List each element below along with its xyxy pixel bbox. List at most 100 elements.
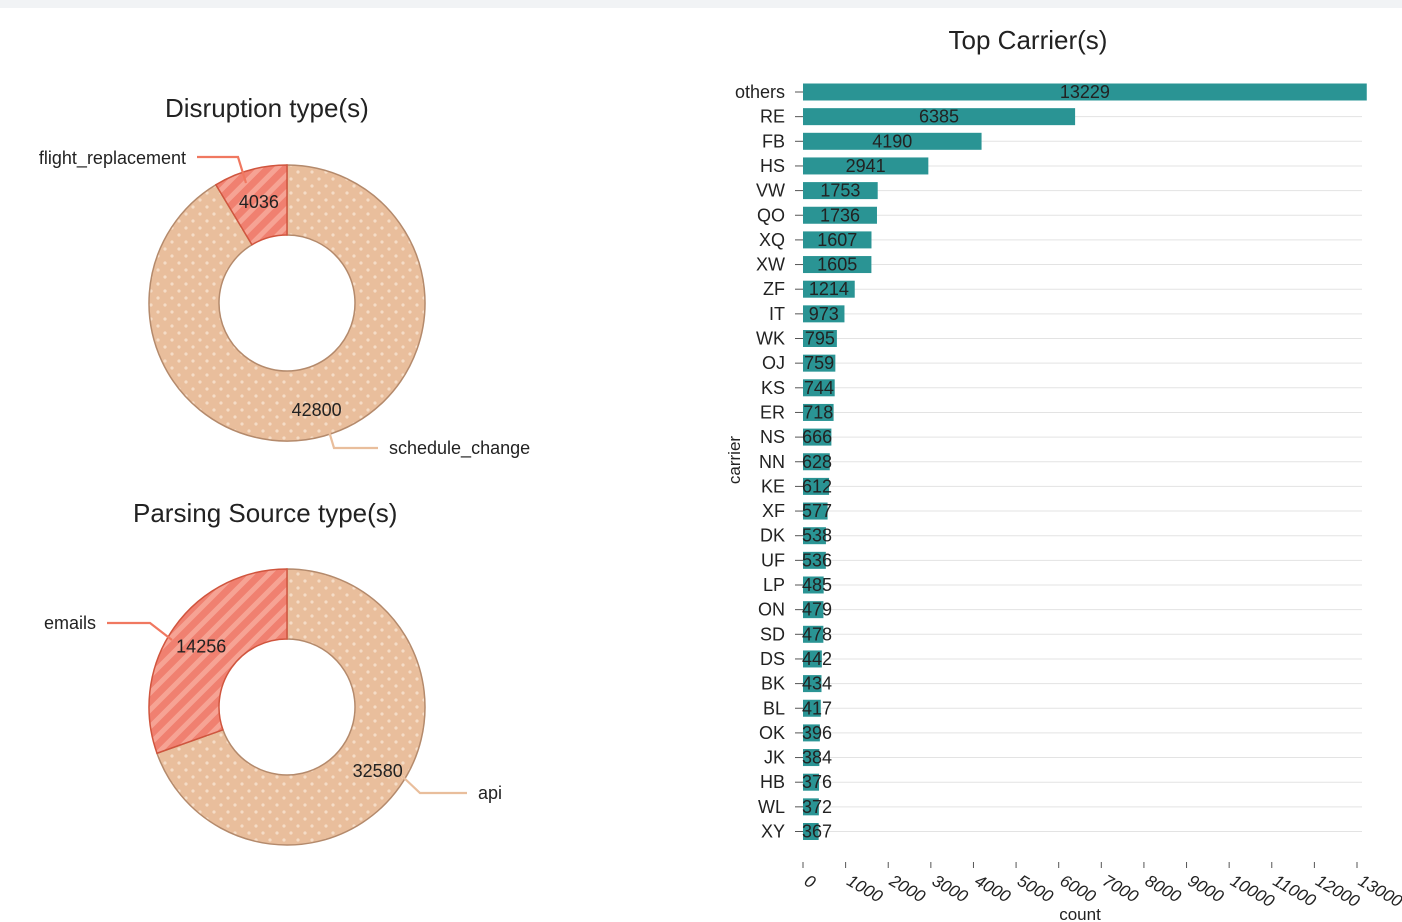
value-label-sd: 478: [802, 624, 832, 644]
category-label-oj: OJ: [762, 353, 785, 373]
value-label-hb: 376: [802, 772, 832, 792]
bar-hb: [803, 773, 820, 791]
category-label-ok: OK: [759, 723, 785, 743]
leader-line-flight-replacement: [197, 155, 248, 184]
x-tick-label-0: 0: [801, 871, 819, 892]
value-label-xq: 1607: [817, 230, 857, 250]
slice-value-api: 32580: [353, 761, 403, 781]
value-label-fb: 4190: [872, 131, 912, 151]
bar-ok: [803, 724, 820, 742]
x-tick-label-2000: 2000: [885, 871, 929, 907]
slice-value-flight-replacement: 4036: [239, 192, 279, 212]
category-label-xw: XW: [756, 255, 785, 275]
value-label-vw: 1753: [820, 181, 860, 201]
slice-label-api: api: [478, 783, 502, 803]
slice-label-emails: emails: [44, 613, 96, 633]
bar-oj: [803, 354, 836, 372]
category-label-lp: LP: [763, 575, 785, 595]
value-label-ns: 666: [802, 427, 832, 447]
bar-wl: [803, 798, 819, 816]
slice-label-schedule-change: schedule_change: [389, 438, 530, 459]
leader-line-emails: [107, 621, 173, 641]
category-label-wl: WL: [758, 797, 785, 817]
bar-qo: [803, 206, 877, 224]
value-label-uf: 536: [802, 550, 832, 570]
category-label-nn: NN: [759, 452, 785, 472]
bar-ns: [803, 428, 832, 446]
x-tick-label-3000: 3000: [929, 871, 972, 907]
x-tick-label-10000: 10000: [1227, 871, 1278, 911]
value-label-dk: 538: [802, 526, 832, 546]
donut-chart-parsing-source: 32580 14256 emails api: [44, 568, 502, 846]
bar-er: [803, 403, 834, 421]
value-label-wl: 372: [802, 797, 832, 817]
slice-value-emails: 14256: [176, 636, 226, 656]
x-tick-label-5000: 5000: [1014, 871, 1057, 907]
x-tick-label-1000: 1000: [844, 871, 887, 907]
category-label-wk: WK: [756, 329, 785, 349]
category-label-bk: BK: [761, 674, 785, 694]
slice-label-flight-replacement: flight_replacement: [39, 148, 186, 169]
value-label-on: 479: [802, 600, 832, 620]
x-tick-label-8000: 8000: [1142, 871, 1185, 907]
category-label-xf: XF: [762, 501, 785, 521]
category-label-zf: ZF: [763, 279, 785, 299]
category-label-bl: BL: [763, 698, 785, 718]
value-label-wk: 795: [805, 329, 835, 349]
chart-title-disruption: Disruption type(s): [165, 93, 369, 123]
category-label-uf: UF: [761, 550, 785, 570]
slice-emails: [148, 568, 288, 755]
value-label-bl: 417: [802, 698, 832, 718]
donut-chart-disruption: 42800 4036 flight_replacement schedule_chan…: [39, 148, 530, 459]
bar-bk: [803, 675, 822, 693]
category-label-hb: HB: [760, 772, 785, 792]
value-label-xw: 1605: [817, 255, 857, 275]
value-label-re: 6385: [919, 107, 959, 127]
y-axis-title: carrier: [725, 436, 744, 485]
bar-uf: [803, 551, 826, 569]
value-label-ds: 442: [802, 649, 832, 669]
x-tick-label-11000: 11000: [1270, 871, 1320, 911]
category-label-vw: VW: [756, 181, 785, 201]
category-label-it: IT: [769, 304, 785, 324]
bar-on: [803, 601, 824, 619]
category-label-fb: FB: [762, 131, 785, 151]
bar-hs: [803, 157, 929, 175]
slice-api: [156, 568, 426, 846]
category-label-ns: NS: [760, 427, 785, 447]
bar-nn: [803, 453, 830, 471]
category-label-er: ER: [760, 402, 785, 422]
bar-chart-top-carriers: others 13229 RE 6385 FB 4190 HS 2941 VW 1753 QO 173…: [725, 82, 1402, 922]
bar-xy: [803, 823, 819, 840]
bar-vw: [803, 182, 878, 200]
value-label-nn: 628: [802, 452, 832, 472]
bar-xq: [803, 231, 872, 249]
top-bar: [0, 0, 1402, 8]
bar-xf: [803, 502, 828, 520]
category-label-on: ON: [758, 600, 785, 620]
bar-lp: [803, 576, 824, 594]
bar-others: [803, 83, 1367, 101]
x-tick-label-4000: 4000: [971, 871, 1014, 907]
leader-line-schedule-change: [326, 427, 378, 450]
bar-group: others 13229 RE 6385 FB 4190 HS 2941 VW 1753 QO 173…: [735, 82, 1367, 842]
bar-xw: [803, 256, 872, 274]
value-label-ks: 744: [804, 378, 834, 398]
value-label-jk: 384: [802, 748, 832, 768]
value-label-ke: 612: [802, 476, 832, 496]
bar-sd: [803, 625, 824, 643]
x-tick-label-13000: 13000: [1355, 871, 1402, 911]
x-tick-label-12000: 12000: [1312, 871, 1363, 911]
x-axis-title: count: [1059, 905, 1101, 922]
value-label-qo: 1736: [820, 205, 860, 225]
bar-zf: [803, 280, 855, 298]
value-label-ok: 396: [802, 723, 832, 743]
slice-schedule-change: [148, 164, 426, 442]
bar-fb: [803, 132, 982, 150]
category-label-others: others: [735, 82, 785, 102]
category-label-xq: XQ: [759, 230, 785, 250]
bar-dk: [803, 527, 826, 545]
slice-value-schedule-change: 42800: [292, 400, 342, 420]
value-label-oj: 759: [804, 353, 834, 373]
category-label-ks: KS: [761, 378, 785, 398]
